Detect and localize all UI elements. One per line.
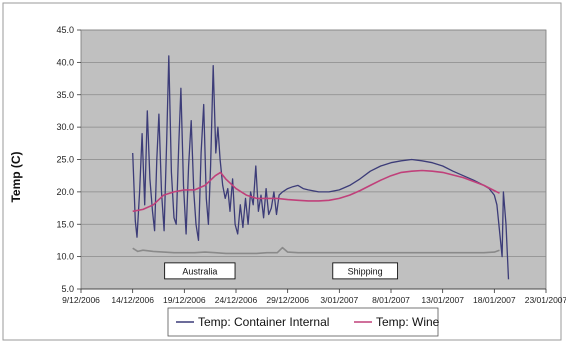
y-axis-label: Temp (C) (9, 151, 23, 202)
series-line-2 (132, 169, 500, 213)
y-axis: 5.0 10.0 15.0 20.0 25.0 30.0 35.0 40.0 45.0 (56, 25, 81, 294)
x-axis: 9/12/2006 14/12/2006 19/12/2006 24/12/2006 2… (62, 288, 566, 305)
legend-label: Temp: Container Internal (198, 315, 329, 329)
x-tick-label: 18/01/2007 (473, 295, 516, 305)
x-tick-label: 19/12/2006 (163, 295, 206, 305)
y-tick-label: 45.0 (56, 25, 74, 35)
y-tick-label: 25.0 (56, 155, 74, 165)
annotations: Australia Shipping (164, 262, 399, 280)
y-tick-label: 15.0 (56, 219, 74, 229)
series-line-3 (132, 246, 500, 255)
y-tick-label: 10.0 (56, 252, 74, 262)
x-tick-label: 8/01/2007 (372, 295, 410, 305)
legend-box (167, 307, 439, 337)
x-tick-label: 24/12/2006 (215, 295, 258, 305)
x-tick-label: 3/01/2007 (320, 295, 358, 305)
annotation-label: Australia (182, 266, 217, 276)
x-tick-label: 13/01/2007 (421, 295, 464, 305)
x-tick-label: 23/01/2007 (525, 295, 566, 305)
y-tick-label: 40.0 (56, 57, 74, 67)
legend-label: Temp: Wine (376, 315, 440, 329)
y-tick-label: 30.0 (56, 122, 74, 132)
y-tick-label: 20.0 (56, 187, 74, 197)
series-lines (132, 55, 510, 280)
y-tick-label: 5.0 (61, 284, 74, 294)
annotation-box (164, 262, 236, 280)
annotation-label: Shipping (348, 266, 383, 276)
y-tick-label: 35.0 (56, 90, 74, 100)
legend: Temp: Container Internal Temp: Wine (167, 307, 440, 337)
annotation-box (332, 262, 399, 280)
x-tick-label: 14/12/2006 (111, 295, 154, 305)
x-tick-label: 9/12/2006 (62, 295, 100, 305)
x-tick-label: 29/12/2006 (266, 295, 309, 305)
series-line-1 (132, 55, 510, 280)
